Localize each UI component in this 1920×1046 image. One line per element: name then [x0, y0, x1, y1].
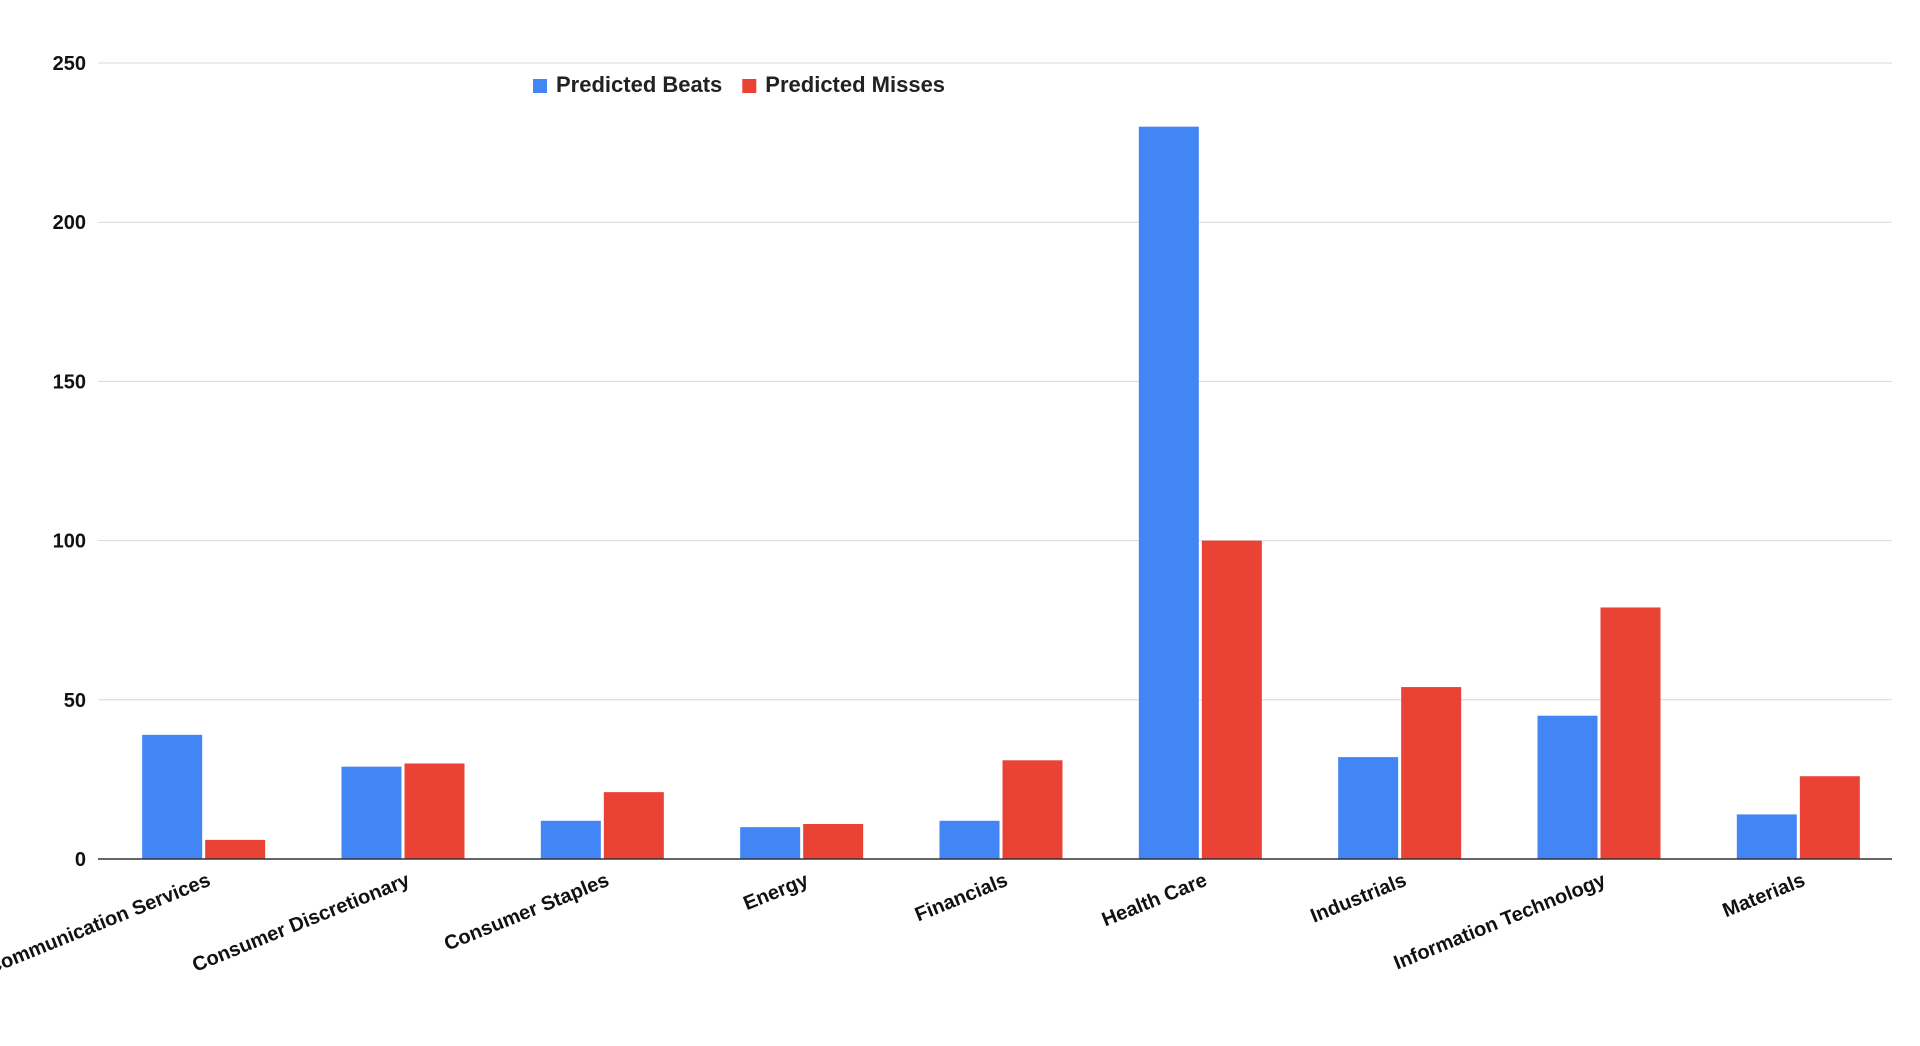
legend-swatch-predicted-beats	[533, 79, 547, 93]
legend-label-predicted-beats: Predicted Beats	[556, 72, 722, 97]
bar-predicted-misses-health-care	[1201, 540, 1262, 859]
bar-predicted-misses-consumer-staples	[603, 792, 664, 859]
bar-predicted-beats-information-technology	[1537, 715, 1598, 859]
x-tick-label-consumer-discretionary: Consumer Discretionary	[189, 869, 413, 977]
bar-predicted-misses-consumer-discretionary	[404, 763, 465, 859]
x-tick-label-consumer-staples: Consumer Staples	[441, 869, 612, 955]
x-tick-label-industrials: Industrials	[1308, 869, 1410, 927]
x-tick-label-information-technology: Information Technology	[1391, 869, 1610, 974]
bar-predicted-beats-communication-services	[142, 734, 203, 859]
x-tick-label-communication-services: Communication Services	[0, 869, 214, 979]
legend-swatch-predicted-misses	[742, 79, 757, 93]
bar-predicted-misses-communication-services	[205, 839, 266, 859]
bar-predicted-beats-consumer-discretionary	[341, 766, 402, 859]
bar-predicted-beats-industrials	[1338, 757, 1399, 859]
bar-predicted-misses-information-technology	[1600, 607, 1661, 859]
bar-predicted-misses-materials	[1799, 776, 1860, 859]
y-tick-label-0: 0	[75, 849, 86, 871]
y-tick-label-50: 50	[64, 690, 86, 712]
gridlines	[98, 62, 1892, 701]
x-tick-label-energy: Energy	[740, 869, 812, 915]
bar-predicted-beats-health-care	[1138, 126, 1199, 860]
y-tick-label-150: 150	[53, 371, 86, 393]
bar-predicted-misses-industrials	[1401, 687, 1462, 859]
bar-predicted-beats-energy	[740, 827, 801, 859]
bar-predicted-beats-consumer-staples	[540, 820, 601, 859]
bars	[142, 126, 1860, 860]
y-tick-label-250: 250	[53, 53, 86, 75]
y-tick-label-100: 100	[53, 531, 86, 553]
legend-label-predicted-misses: Predicted Misses	[765, 72, 945, 97]
bar-predicted-beats-materials	[1736, 814, 1797, 859]
bar-predicted-misses-financials	[1002, 760, 1063, 859]
bar-predicted-beats-financials	[939, 820, 1000, 859]
x-tick-label-health-care: Health Care	[1099, 869, 1210, 931]
x-tick-label-materials: Materials	[1720, 869, 1809, 922]
y-tick-label-200: 200	[53, 212, 86, 234]
bar-predicted-misses-energy	[803, 823, 864, 859]
x-tick-label-financials: Financials	[912, 869, 1011, 926]
legend: Predicted Beats Predicted Misses	[533, 72, 945, 97]
